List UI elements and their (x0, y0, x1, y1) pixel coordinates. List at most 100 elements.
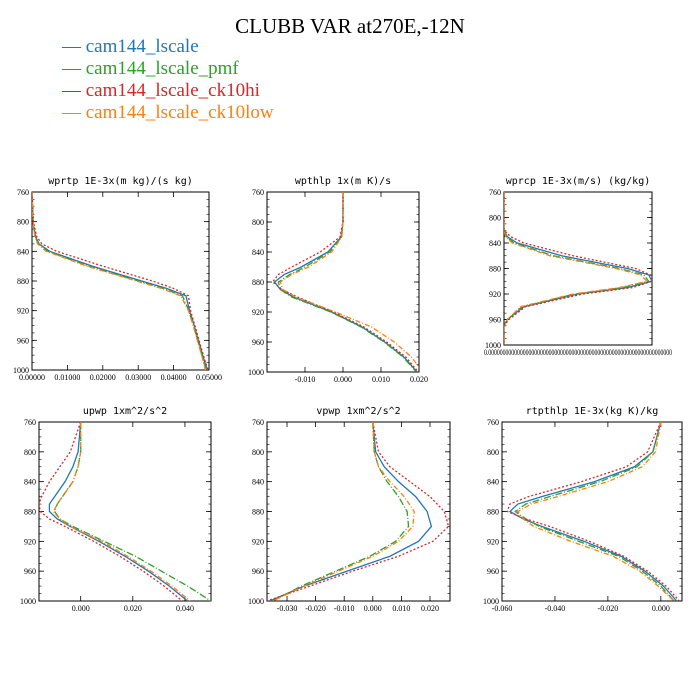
x-tick-label: -0.010 (334, 604, 355, 613)
y-tick-label: 800 (24, 448, 36, 457)
y-tick-label: 840 (252, 248, 264, 257)
y-tick-label: 880 (252, 278, 264, 287)
series-line-1 (272, 422, 410, 601)
y-tick-label: 760 (17, 188, 29, 197)
y-tick-label: 960 (17, 336, 29, 345)
series-line-2 (506, 422, 680, 601)
series-line-3 (32, 192, 207, 370)
y-tick-label: 800 (487, 448, 499, 457)
series-line-0 (504, 192, 652, 345)
x-tick-label: 0.01000 (54, 373, 80, 382)
plot-frame (266, 421, 451, 602)
series-line-0 (508, 422, 678, 601)
y-tick-label: 880 (252, 508, 264, 517)
panel-title: wprtp 1E-3x(m kg)/(s kg) (48, 176, 193, 187)
x-tick-label: 0.02000 (90, 373, 116, 382)
y-tick-label: 760 (24, 418, 36, 427)
y-tick-label: 920 (252, 537, 264, 546)
x-tick-label: 0.020 (124, 604, 142, 613)
legend-item-cam144-lscale-pmf: — cam144_lscale_pmf (62, 58, 274, 80)
y-tick-label: 920 (489, 290, 501, 299)
y-tick-label: 800 (252, 448, 264, 457)
y-tick-label: 760 (489, 188, 501, 197)
y-tick-label: 920 (252, 308, 264, 317)
x-tick-label: 0.03000 (125, 373, 151, 382)
panel-title: wprcp 1E-3x(m/s) (kg/kg) (506, 176, 651, 187)
plot-frame (38, 421, 212, 602)
x-tick-label: -0.040 (545, 604, 566, 613)
legend-label: cam144_lscale (85, 36, 199, 57)
y-tick-label: 800 (17, 218, 29, 227)
plot-frame (31, 191, 210, 371)
y-tick-label: 760 (487, 418, 499, 427)
y-tick-label: 840 (17, 247, 29, 256)
x-tick-label: 0.040 (176, 604, 194, 613)
y-tick-label: 1000 (248, 597, 264, 606)
plot-frame (501, 421, 683, 602)
panel-title: rtpthlp 1E-3x(kg K)/kg (526, 406, 658, 417)
y-tick-label: 760 (252, 418, 264, 427)
series-line-3 (279, 192, 419, 369)
legend-label: cam144_lscale_ck10low (85, 102, 274, 123)
series-line-3 (516, 422, 675, 601)
y-tick-label: 960 (252, 567, 264, 576)
x-tick-label: -0.030 (277, 604, 298, 613)
series-line-2 (32, 192, 209, 370)
y-tick-label: 960 (252, 338, 264, 347)
y-tick-label: 920 (24, 537, 36, 546)
y-tick-label: 920 (17, 307, 29, 316)
x-tick-label: 0.000 (652, 604, 670, 613)
x-tick-label: 0.000 (72, 604, 90, 613)
panel-title: upwp 1xm^2/s^2 (83, 406, 167, 417)
legend-label: cam144_lscale_ck10hi (85, 80, 260, 101)
y-tick-label: 760 (252, 188, 264, 197)
series-line-2 (39, 422, 183, 601)
legend: — cam144_lscale — cam144_lscale_pmf — ca… (62, 36, 274, 124)
y-tick-label: 1000 (483, 597, 499, 606)
legend-item-cam144-lscale-ck10hi: — cam144_lscale_ck10hi (62, 80, 274, 102)
series-line-2 (271, 192, 419, 372)
series-line-2 (267, 422, 450, 601)
x-tick-label: -0.020 (305, 604, 326, 613)
legend-label: cam144_lscale_pmf (85, 58, 239, 79)
legend-line-icon: — (62, 36, 86, 57)
legend-line-icon: — (62, 102, 86, 123)
legend-line-icon: — (62, 80, 86, 101)
series-line-1 (514, 422, 675, 601)
page-title: CLUBB VAR at270E,-12N (235, 14, 465, 38)
y-tick-label: 840 (252, 478, 264, 487)
plot-frame (503, 191, 653, 346)
y-tick-label: 800 (252, 218, 264, 227)
series-line-0 (273, 192, 418, 372)
legend-line-icon: — (62, 58, 86, 79)
y-tick-label: 840 (487, 478, 499, 487)
y-tick-label: 1000 (13, 366, 29, 375)
x-tick-label: 0.020 (410, 375, 428, 384)
series-line-1 (277, 192, 417, 372)
x-tick-label: 0.00000000000000000000000000000000000000… (484, 348, 672, 357)
legend-item-cam144-lscale-ck10low: — cam144_lscale_ck10low (62, 102, 274, 124)
x-tick-label: 0.000 (334, 375, 352, 384)
y-tick-label: 880 (24, 508, 36, 517)
legend-item-cam144-lscale: — cam144_lscale (62, 36, 274, 58)
y-tick-label: 840 (24, 478, 36, 487)
series-line-2 (504, 192, 652, 345)
y-tick-label: 880 (487, 508, 499, 517)
y-tick-label: 1000 (20, 597, 36, 606)
series-line-0 (269, 422, 433, 601)
x-tick-label: 0.04000 (161, 373, 187, 382)
x-tick-label: 0.000 (364, 604, 382, 613)
series-line-3 (52, 422, 191, 601)
y-tick-label: 1000 (485, 341, 501, 350)
x-tick-label: 0.020 (421, 604, 439, 613)
series-line-3 (504, 192, 649, 345)
series-line-0 (48, 422, 188, 601)
y-tick-label: 880 (489, 265, 501, 274)
y-tick-label: 960 (24, 567, 36, 576)
series-line-3 (272, 422, 415, 601)
panel-title: wpthlp 1x(m K)/s (295, 176, 391, 187)
x-tick-label: 0.05000 (196, 373, 222, 382)
x-tick-label: -0.060 (492, 604, 513, 613)
y-tick-label: 960 (489, 316, 501, 325)
